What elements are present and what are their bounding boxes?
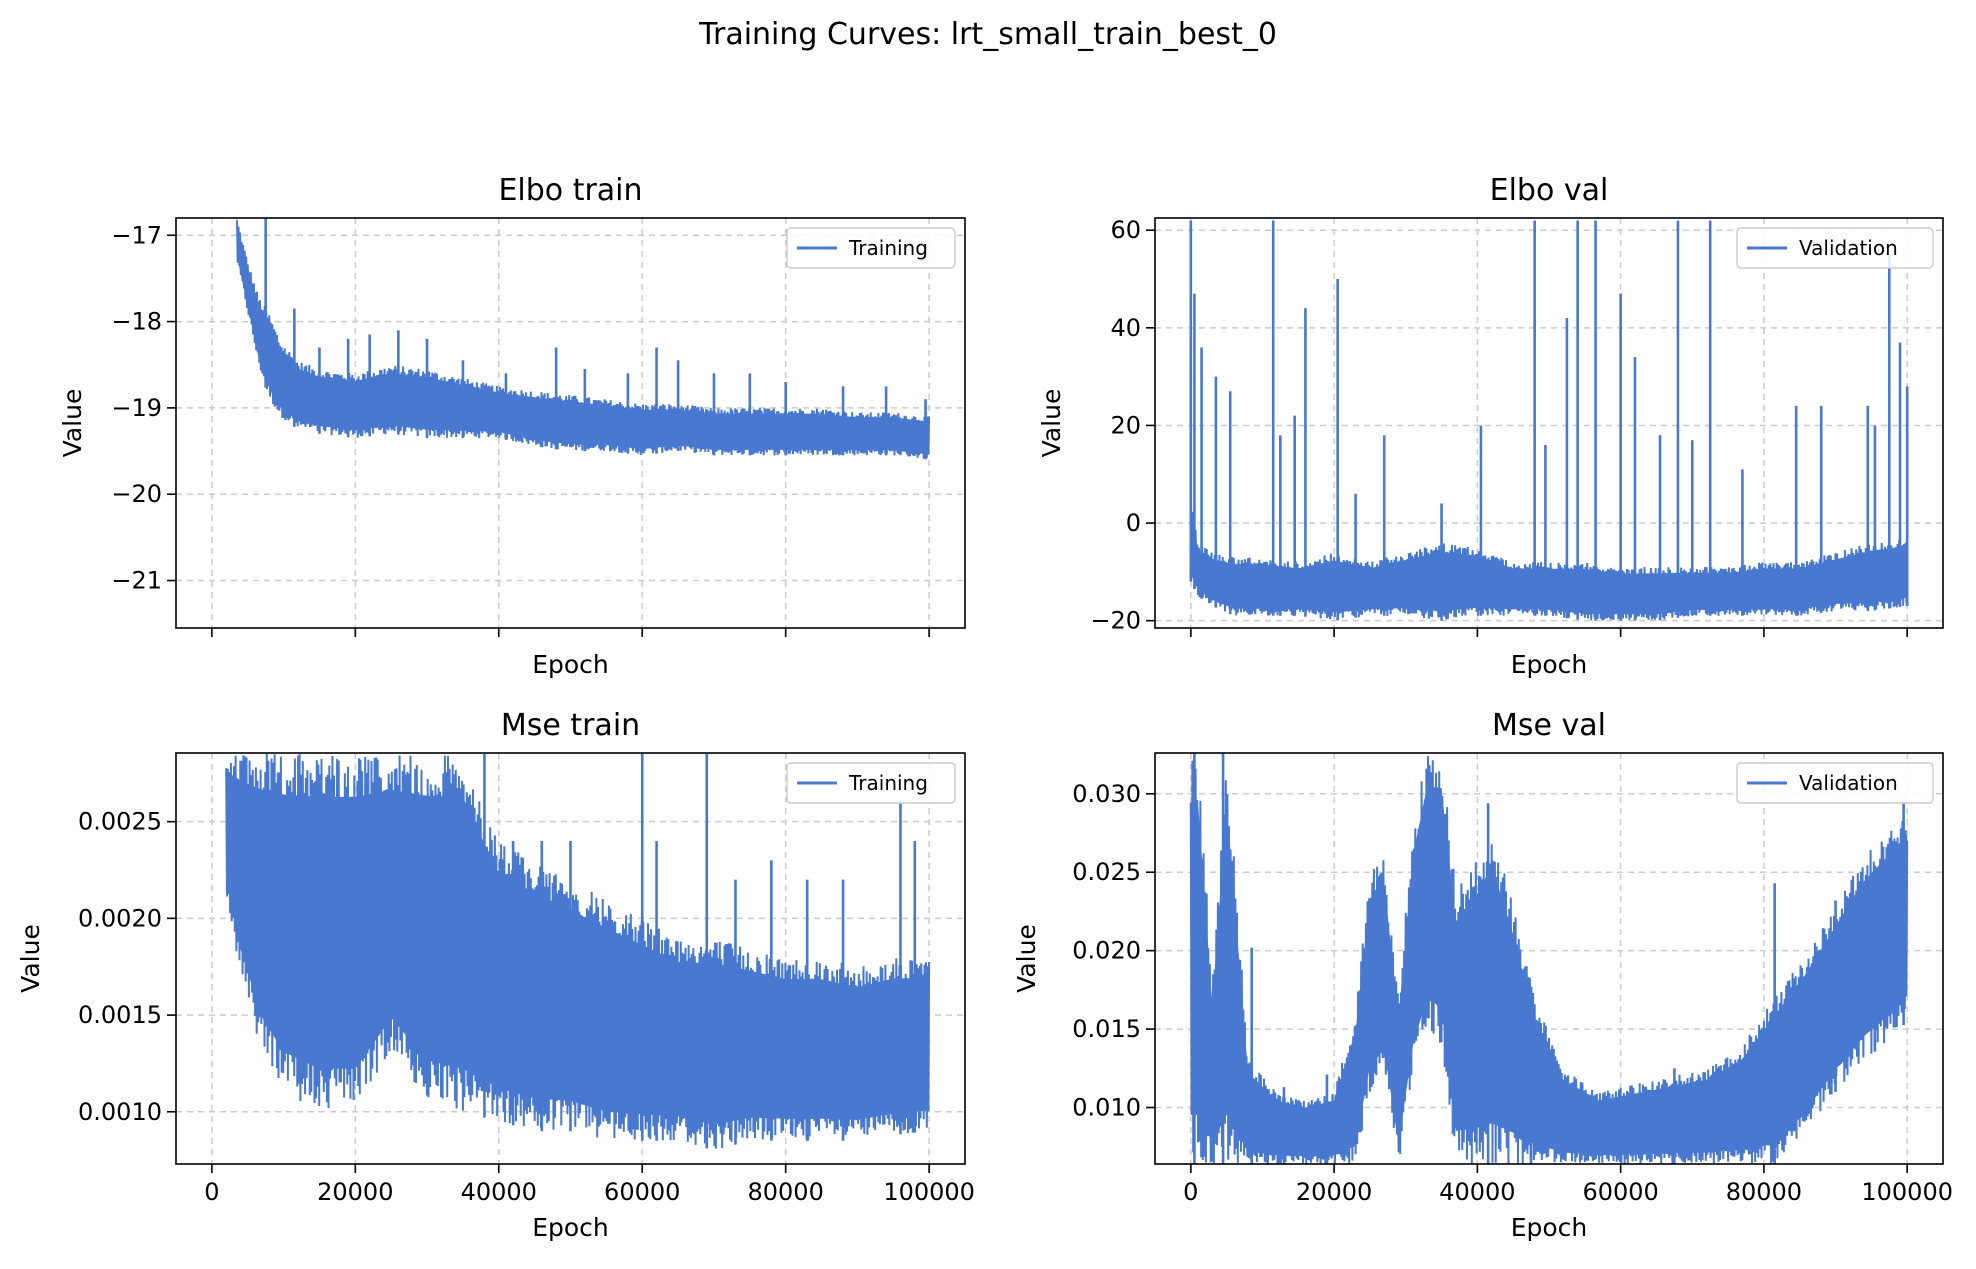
x-tick-label: 60000 — [604, 1178, 680, 1206]
series-band — [1190, 786, 1908, 1157]
legend: Validation — [1736, 227, 1934, 269]
y-tick-label: 20 — [1110, 411, 1141, 439]
plot-area — [1189, 220, 1909, 621]
subplot-1: −20 0 20 40 60 Elbo val Epoch Value Validation — [1037, 173, 1944, 679]
x-tick-label: 80000 — [748, 1178, 824, 1206]
y-axis-label: Value — [16, 924, 45, 993]
series-line — [1189, 504, 1909, 621]
legend: Training — [786, 227, 956, 269]
plot-area — [225, 753, 931, 1149]
legend: Training — [786, 762, 956, 804]
axes-frame — [175, 217, 966, 629]
series-band — [237, 223, 930, 455]
x-axis-label: Epoch — [532, 650, 609, 679]
grid — [176, 218, 965, 628]
subplot-title: Mse train — [501, 708, 640, 743]
y-tick-label: 0.0015 — [78, 1001, 162, 1029]
legend-label: Training — [848, 236, 928, 260]
x-tick-label: 20000 — [1296, 1178, 1372, 1206]
legend-box — [1736, 227, 1934, 269]
x-tick-label: 60000 — [1582, 1178, 1658, 1206]
subplot-3: 0 20000 40000 60000 80000 100000 0.010 0.015 0.0… — [1012, 708, 1953, 1242]
legend: Validation — [1736, 762, 1934, 804]
series-line — [1189, 755, 1909, 1164]
y-tick-label: 0.0020 — [78, 904, 162, 932]
x-tick-label: 40000 — [1439, 1178, 1515, 1206]
y-axis-label: Value — [1037, 389, 1066, 458]
y-tick-label: 0.030 — [1072, 780, 1141, 808]
plot-area — [236, 218, 931, 460]
legend-label: Validation — [1799, 236, 1898, 260]
x-tick-label: 80000 — [1726, 1178, 1802, 1206]
subplot-title: Mse val — [1492, 708, 1606, 743]
plot-area — [1189, 753, 1909, 1164]
figure-title: Training Curves: lrt_small_train_best_0 — [698, 17, 1277, 52]
x-tick-label: 100000 — [883, 1178, 975, 1206]
y-tick-label: 0.0025 — [78, 808, 162, 836]
legend-box — [786, 227, 956, 269]
y-tick-label: 60 — [1110, 216, 1141, 244]
y-axis-label: Value — [1012, 924, 1041, 993]
axes-frame — [1154, 217, 1944, 629]
legend-label: Validation — [1799, 771, 1898, 795]
y-tick-label: −20 — [1090, 607, 1141, 635]
series-band — [1190, 508, 1908, 615]
x-axis-label: Epoch — [532, 1213, 609, 1242]
y-tick-label: −20 — [111, 480, 162, 508]
y-tick-label: −18 — [111, 308, 162, 336]
y-tick-label: 0.015 — [1072, 1015, 1141, 1043]
subplot-0: −21 −20 −19 −18 −17 Elbo train Epoch Value Train… — [58, 173, 966, 679]
y-tick-label: −17 — [111, 221, 162, 249]
legend-box — [1736, 762, 1934, 804]
y-tick-label: 0.025 — [1072, 858, 1141, 886]
subplot-title: Elbo train — [498, 173, 642, 208]
x-tick-label: 0 — [204, 1178, 219, 1206]
subplot-2: 0 20000 40000 60000 80000 100000 0.0010 0.0015 0… — [16, 708, 975, 1242]
y-tick-label: −21 — [111, 567, 162, 595]
y-tick-label: 0.010 — [1072, 1094, 1141, 1122]
y-tick-label: 0.020 — [1072, 937, 1141, 965]
legend-box — [786, 762, 956, 804]
x-tick-label: 40000 — [461, 1178, 537, 1206]
axes-frame — [1154, 752, 1944, 1165]
x-tick-label: 20000 — [317, 1178, 393, 1206]
x-axis-label: Epoch — [1511, 1213, 1588, 1242]
series-band — [226, 771, 930, 1125]
legend-label: Training — [848, 771, 928, 795]
x-tick-label: 0 — [1183, 1178, 1198, 1206]
x-axis-label: Epoch — [1511, 650, 1588, 679]
y-axis-label: Value — [58, 389, 87, 458]
x-tick-label: 100000 — [1861, 1178, 1953, 1206]
y-tick-label: −19 — [111, 394, 162, 422]
y-tick-label: 0 — [1126, 509, 1141, 537]
y-tick-label: 40 — [1110, 314, 1141, 342]
axes-frame — [175, 752, 966, 1165]
y-tick-label: 0.0010 — [78, 1098, 162, 1126]
subplot-title: Elbo val — [1490, 173, 1609, 208]
